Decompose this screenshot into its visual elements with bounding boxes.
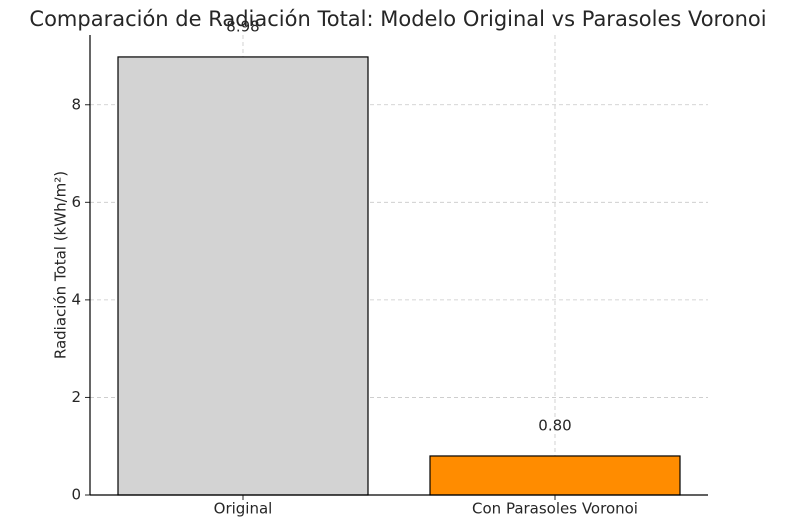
y-tick-label: 6 [71,193,81,211]
bar [429,455,681,496]
x-tick-label: Original [214,500,273,518]
y-tick-label: 8 [71,95,81,113]
y-tick-label: 2 [71,388,81,406]
value-label: 0.80 [538,416,571,434]
y-axis-label: Radiación Total (kWh/m²) [52,171,70,359]
y-tick-label: 0 [71,486,81,504]
bar [117,56,369,496]
chart-title: Comparación de Radiación Total: Modelo O… [29,7,766,31]
y-tick-label: 4 [71,290,81,308]
x-tick-label: Con Parasoles Voronoi [472,500,638,518]
value-label: 8.98 [226,17,259,35]
